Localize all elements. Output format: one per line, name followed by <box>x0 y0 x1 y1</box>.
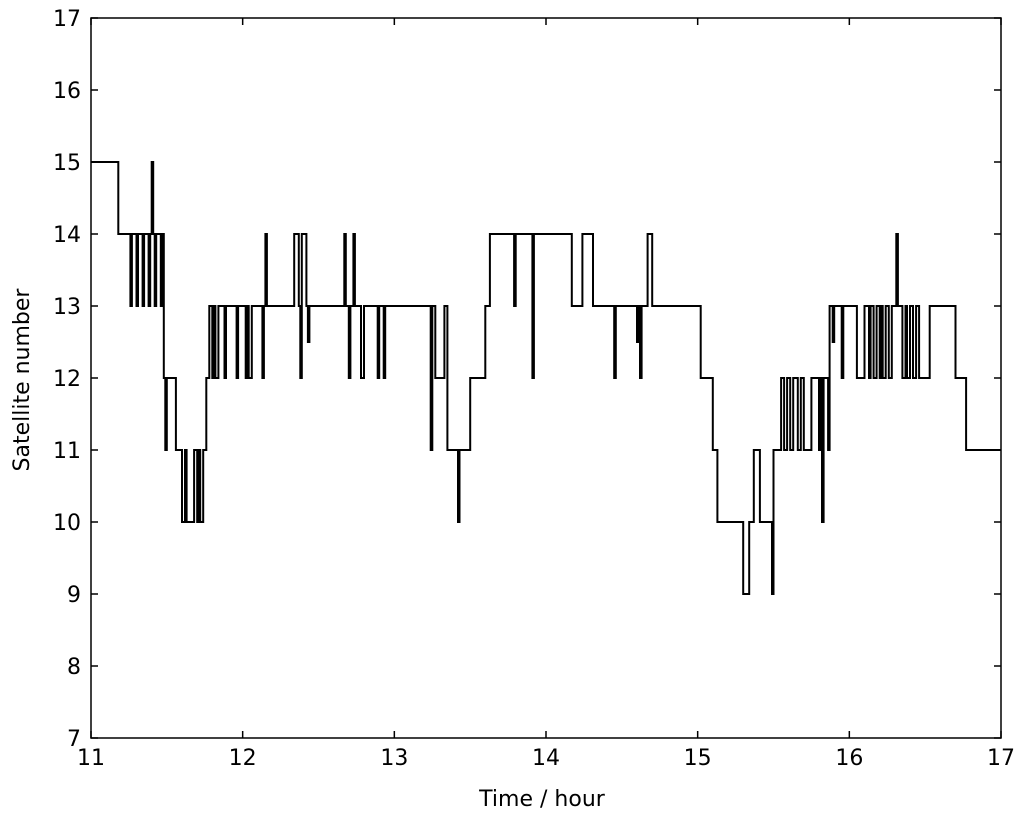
x-axis-label: Time / hour <box>478 787 606 812</box>
x-axis-ticks: 11 12 13 14 15 16 17 <box>77 18 1015 771</box>
y-tick-label-14: 14 <box>53 223 81 248</box>
plot-area-frame <box>90 17 1002 739</box>
y-tick-label-15: 15 <box>53 151 81 176</box>
y-tick-label-11: 11 <box>53 439 81 464</box>
x-tick-label-16: 16 <box>835 746 863 771</box>
y-tick-label-13: 13 <box>53 295 81 320</box>
y-axis-label: Satellite number <box>10 288 35 472</box>
y-tick-label-7: 7 <box>67 727 81 752</box>
x-tick-label-14: 14 <box>532 746 560 771</box>
x-tick-label-13: 13 <box>380 746 408 771</box>
x-tick-label-12: 12 <box>229 746 257 771</box>
y-tick-label-16: 16 <box>53 79 81 104</box>
y-tick-label-12: 12 <box>53 367 81 392</box>
satellite-count-series-line <box>91 161 1001 595</box>
y-axis-ticks: 7 8 9 10 11 12 13 14 15 16 17 <box>53 7 1001 752</box>
y-tick-label-8: 8 <box>67 655 81 680</box>
y-tick-label-9: 9 <box>67 583 81 608</box>
y-tick-label-10: 10 <box>53 511 81 536</box>
y-tick-label-17: 17 <box>53 7 81 32</box>
x-tick-label-17: 17 <box>987 746 1015 771</box>
x-tick-label-11: 11 <box>77 746 105 771</box>
x-tick-label-15: 15 <box>684 746 712 771</box>
